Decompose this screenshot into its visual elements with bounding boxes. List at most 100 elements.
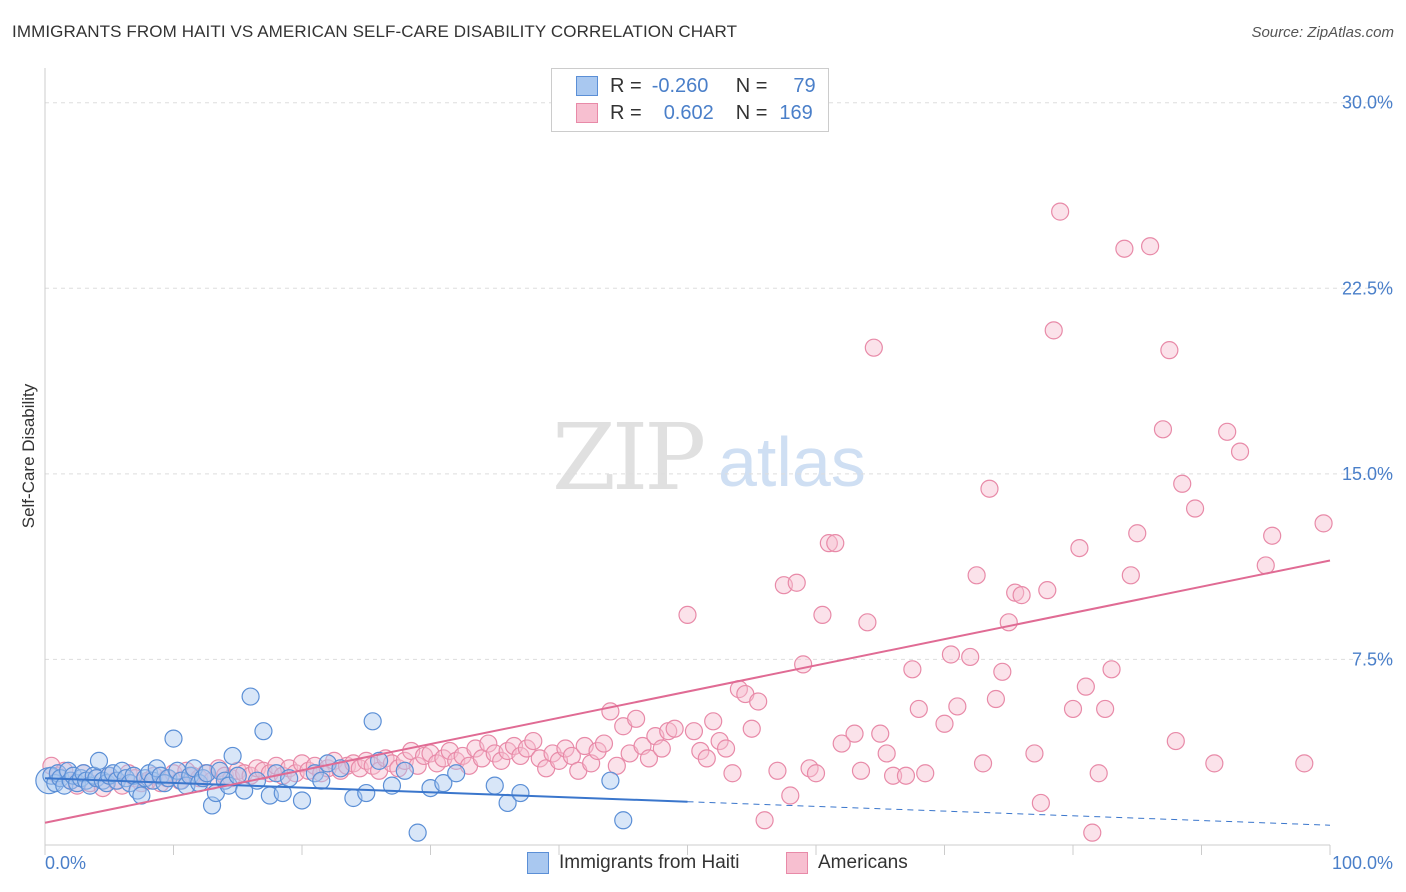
americans-point	[787, 573, 806, 592]
americans-point	[806, 764, 826, 783]
bottom-swatch-pink	[786, 852, 808, 874]
haiti-point	[370, 751, 389, 770]
haiti-point	[292, 791, 312, 810]
americans-point	[479, 734, 498, 753]
americans-point	[1038, 581, 1057, 600]
americans-point	[1173, 474, 1192, 493]
americans-point	[909, 699, 928, 719]
americans-point	[1025, 744, 1044, 763]
haiti-point	[164, 729, 183, 748]
americans-point	[813, 605, 832, 625]
haiti-point	[241, 687, 260, 706]
bottom-legend-americans-label: Americans	[818, 852, 908, 873]
americans-point	[1218, 422, 1237, 441]
americans-point	[524, 731, 543, 751]
haiti-trend-extension	[687, 801, 1331, 826]
americans-point	[819, 534, 838, 553]
grid-lines	[45, 102, 1392, 660]
americans-point	[826, 534, 845, 553]
americans-point	[967, 566, 986, 585]
x-tick-label: 100.0%	[1332, 853, 1393, 873]
legend-n-label: N =	[735, 101, 768, 124]
americans-point	[517, 739, 536, 758]
americans-point	[903, 660, 922, 679]
haiti-point	[172, 771, 191, 790]
americans-point	[691, 741, 710, 761]
haiti-point	[485, 776, 504, 795]
haiti-point	[395, 761, 414, 780]
y-tick-label: 22.5%	[1342, 278, 1393, 298]
haiti-point	[408, 823, 427, 842]
legend-n-label: N =	[735, 74, 768, 97]
americans-point	[993, 662, 1012, 681]
americans-point	[588, 741, 607, 761]
americans-point	[794, 655, 813, 674]
americans-point	[832, 734, 851, 753]
americans-point	[1076, 677, 1095, 696]
americans-point	[716, 739, 736, 758]
legend-n-value: 169	[779, 101, 813, 124]
legend-r-label: R =	[610, 74, 642, 97]
haiti-point	[223, 746, 242, 766]
americans-point	[845, 724, 864, 743]
americans-point	[492, 751, 511, 770]
y-axis-label: Self-Care Disability	[19, 383, 38, 528]
americans-point	[877, 744, 896, 763]
americans-point	[871, 724, 890, 743]
americans-point	[1070, 538, 1089, 558]
americans-point	[697, 749, 716, 768]
americans-point	[986, 689, 1006, 709]
haiti-point	[357, 783, 376, 803]
americans-point	[723, 764, 742, 783]
americans-point	[1185, 499, 1205, 518]
americans-point	[684, 722, 704, 741]
americans-point	[556, 739, 575, 758]
americans-point	[1031, 793, 1050, 813]
haiti-point	[254, 722, 273, 741]
haiti-point	[312, 771, 331, 790]
americans-point	[1096, 699, 1115, 719]
haiti-point	[210, 761, 229, 780]
haiti-point	[434, 774, 453, 793]
legend-r-value: -0.260	[651, 74, 709, 97]
americans-trend-line	[44, 559, 1331, 824]
americans-point	[1051, 202, 1070, 221]
americans-point	[626, 709, 646, 728]
bottom-legend-haiti[interactable]: Immigrants from Haiti	[527, 852, 740, 874]
americans-point	[1160, 341, 1179, 360]
americans-point	[768, 761, 787, 780]
haiti-point	[124, 766, 143, 785]
americans-point	[665, 719, 684, 738]
americans-point	[935, 714, 954, 733]
legend-row-haiti: R = -0.260 N = 79	[576, 75, 816, 97]
americans-point	[781, 786, 800, 805]
y-tick-label: 30.0%	[1342, 93, 1393, 113]
bottom-swatch-blue	[527, 852, 549, 874]
x-tick-label: 0.0%	[45, 853, 86, 873]
chart-title: IMMIGRANTS FROM HAITI VS AMERICAN SELF-C…	[12, 22, 738, 41]
legend-swatch-blue	[576, 76, 598, 96]
americans-point	[1063, 699, 1083, 719]
americans-point	[1083, 823, 1102, 842]
americans-point	[1089, 764, 1108, 783]
tick-labels: 7.5% 15.0% 22.5% 30.0% 0.0% 100.0%	[45, 93, 1393, 873]
americans-point	[749, 692, 768, 711]
americans-point	[1044, 321, 1063, 340]
americans-point	[851, 761, 871, 780]
y-tick-label: 7.5%	[1352, 649, 1393, 669]
haiti-point	[601, 771, 620, 790]
axes	[44, 68, 1331, 855]
haiti-point	[447, 764, 466, 783]
americans-point	[1295, 754, 1314, 773]
bottom-legend-americans[interactable]: Americans	[786, 852, 908, 874]
haiti-point	[89, 751, 109, 770]
legend-row-americans: R = 0.602 N = 169	[576, 102, 813, 124]
americans-point	[1314, 514, 1333, 533]
americans-point	[1263, 526, 1282, 545]
trend-lines	[44, 559, 1331, 826]
americans-point	[1153, 420, 1173, 439]
americans-point	[652, 739, 671, 758]
americans-point	[896, 766, 916, 785]
legend-r-label: R =	[610, 101, 642, 124]
